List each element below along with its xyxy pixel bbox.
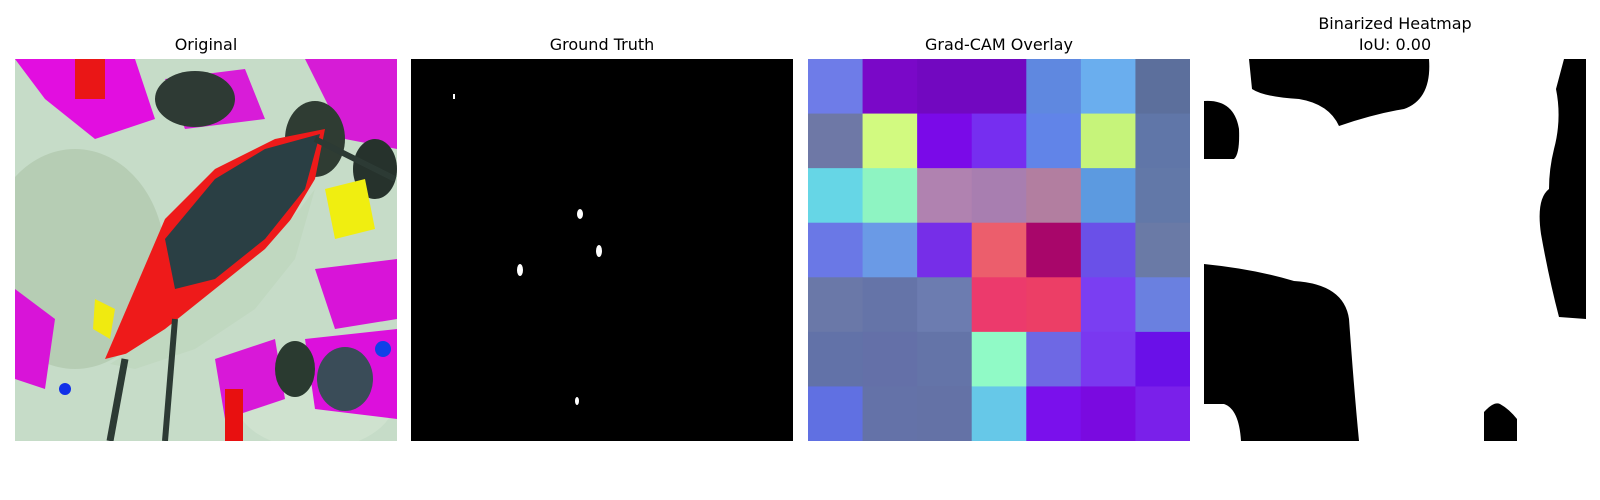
gradcam-cell [917, 386, 973, 441]
gradcam-cell [1080, 168, 1136, 224]
gradcam-cell [1026, 277, 1082, 333]
gradcam-cell [917, 168, 973, 224]
gradcam-cell [862, 113, 918, 169]
gradcam-cell [862, 168, 918, 224]
gradcam-cell [808, 277, 864, 333]
gradcam-cell [1080, 222, 1136, 278]
gradcam-cell [808, 113, 864, 169]
gradcam-cell [971, 386, 1027, 441]
gradcam-cell [1135, 331, 1190, 387]
gradcam-cell [971, 113, 1027, 169]
ground-truth-panel: Ground Truth [411, 0, 793, 500]
original-image [15, 59, 397, 441]
gradcam-overlay [808, 59, 1190, 441]
gradcam-cell [1135, 113, 1190, 169]
gradcam-cell [862, 222, 918, 278]
gradcam-cell [1135, 386, 1190, 441]
gradcam-cell [1135, 59, 1190, 115]
gradcam-cell [1135, 222, 1190, 278]
gradcam-cell [1080, 331, 1136, 387]
gradcam-cell [808, 386, 864, 441]
gradcam-cell [1080, 386, 1136, 441]
gradcam-cell [971, 168, 1027, 224]
gradcam-cell [1026, 113, 1082, 169]
gradcam-panel: Grad-CAM Overlay [808, 0, 1190, 500]
gradcam-cell [1135, 168, 1190, 224]
gradcam-cell [1080, 277, 1136, 333]
binarized-heatmap [1204, 59, 1586, 441]
binarized-title: Binarized Heatmap [1318, 14, 1472, 33]
gradcam-cell [917, 113, 973, 169]
gradcam-cell [1026, 331, 1082, 387]
ground-truth-title: Ground Truth [549, 35, 655, 54]
original-panel: Original [15, 0, 397, 500]
gradcam-cell [1026, 386, 1082, 441]
ground-truth-mask [411, 59, 793, 441]
gradcam-title: Grad-CAM Overlay [925, 35, 1073, 54]
gradcam-cell [862, 331, 918, 387]
gradcam-cell [1080, 59, 1136, 115]
gradcam-cell [862, 277, 918, 333]
gradcam-cell [1026, 222, 1082, 278]
gradcam-cell [808, 168, 864, 224]
gradcam-cell [971, 277, 1027, 333]
gradcam-cell [1026, 168, 1082, 224]
gradcam-cell [917, 277, 973, 333]
gradcam-cell [862, 59, 918, 115]
gradcam-cell [808, 59, 864, 115]
gradcam-cell [1080, 113, 1136, 169]
gradcam-cell [917, 222, 973, 278]
iou-subtitle: IoU: 0.00 [1358, 35, 1432, 54]
original-title: Original [174, 35, 238, 54]
gradcam-cell [971, 59, 1027, 115]
gradcam-cell [1135, 277, 1190, 333]
gradcam-cell [1026, 59, 1082, 115]
binarized-panel: Binarized Heatmap IoU: 0.00 [1204, 0, 1586, 500]
gradcam-cell [808, 222, 864, 278]
gradcam-cell [971, 222, 1027, 278]
gradcam-cell [808, 331, 864, 387]
gradcam-cell [862, 386, 918, 441]
gradcam-cell [917, 59, 973, 115]
gradcam-cell [971, 331, 1027, 387]
gradcam-cell [917, 331, 973, 387]
